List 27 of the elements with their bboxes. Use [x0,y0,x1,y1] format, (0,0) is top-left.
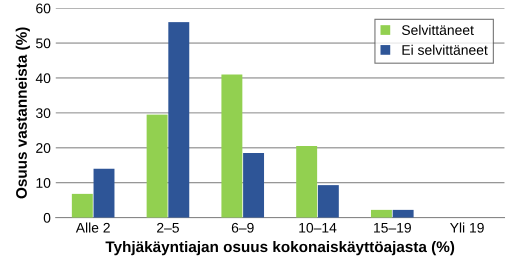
legend-label: Selvittäneet [402,24,474,36]
bar [94,168,114,218]
x-tick-label: 15–19 [374,222,411,233]
y-tick-label: 50 [36,38,50,48]
y-tick-label: 20 [36,143,50,153]
bar [318,185,339,218]
x-tick-label: 6–9 [232,222,254,233]
bar [168,22,190,218]
legend-label: Ei selvittäneet [402,44,488,55]
x-axis-title: Tyhjäkäyntiajan osuus kokonaiskäyttöajasta (%) [106,240,454,256]
x-tick-label: Yli 19 [450,222,484,233]
bar [221,74,242,218]
bar [296,146,318,218]
x-tick-label: 2–5 [157,222,179,233]
bar [146,114,168,218]
y-tick-label: 30 [36,108,50,118]
bar [72,194,93,218]
y-tick-label: 10 [36,178,50,188]
y-tick-label: 40 [36,73,50,84]
bar [392,210,414,218]
x-tick-label: Alle 2 [76,222,110,233]
bar [243,153,264,218]
y-tick-label: 60 [36,3,50,14]
x-tick-label: 10–14 [299,222,336,233]
y-tick-label: 0 [44,212,50,223]
y-axis-title: Osuus vastanneista (%) [16,27,30,198]
bar [370,210,392,218]
